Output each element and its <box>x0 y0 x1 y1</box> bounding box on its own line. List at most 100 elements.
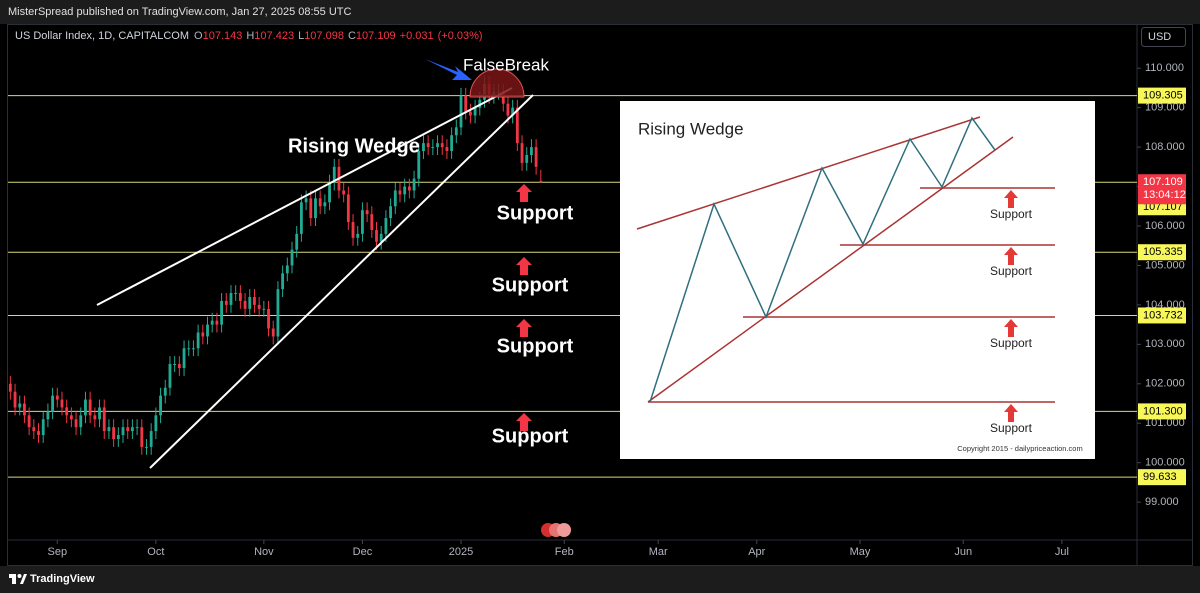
candle-body <box>196 332 200 349</box>
support-label: Support <box>497 335 574 357</box>
candle-body <box>445 147 449 152</box>
change: +0.031 <box>400 30 434 42</box>
wedge-lower-line <box>149 94 534 469</box>
candle-body <box>220 300 224 325</box>
candle-body <box>332 166 336 183</box>
candle-body <box>431 147 435 149</box>
ohlc-value: 107.098 <box>304 30 344 42</box>
candle-body <box>13 391 17 408</box>
candle-body <box>253 296 256 305</box>
candle-body <box>18 403 22 408</box>
candle-body <box>201 332 205 337</box>
candle-body <box>464 95 468 112</box>
candle-body <box>41 419 45 436</box>
candle-body <box>79 415 83 428</box>
support-arrow <box>516 319 532 337</box>
candle-body <box>145 446 148 448</box>
candle-body <box>215 320 219 325</box>
candle-body <box>187 348 191 350</box>
brand: TradingView <box>30 573 95 585</box>
currency[interactable]: USD <box>1148 31 1171 43</box>
candle-body <box>393 190 397 207</box>
inset-support-label: Support <box>990 264 1033 278</box>
candle-body <box>248 296 252 309</box>
current-price: 107.109 <box>1143 176 1183 188</box>
candle-body <box>515 107 519 144</box>
bar-countdown: 13:04:12 <box>1143 189 1186 201</box>
ohlc-prefix: H <box>246 30 254 42</box>
candle-body <box>295 233 299 250</box>
ohlc-value: 107.423 <box>254 30 294 42</box>
wedge-upper-line <box>96 87 513 306</box>
candle-body <box>229 293 233 305</box>
y-tick-label: 105.000 <box>1145 259 1185 271</box>
candle-body <box>65 407 69 416</box>
level-label: 99.633 <box>1143 471 1177 483</box>
y-tick-label: 103.000 <box>1145 338 1185 350</box>
candle-body <box>32 427 36 432</box>
candle-body <box>525 154 529 163</box>
candle-body <box>422 143 425 152</box>
candle-body <box>224 300 228 305</box>
y-tick-label: 108.000 <box>1145 141 1185 153</box>
y-tick-label: 109.000 <box>1145 102 1185 114</box>
x-tick-label: 2025 <box>449 546 473 558</box>
candle-body <box>276 289 280 337</box>
candle-body <box>177 364 181 368</box>
inset-copyright: Copyright 2015 - dailypriceaction.com <box>957 444 1082 453</box>
candle-body <box>69 415 73 420</box>
candle-body <box>290 249 294 266</box>
candle-body <box>93 415 97 420</box>
currency-box[interactable] <box>1141 27 1186 47</box>
candle-body <box>243 300 247 309</box>
candle-body <box>130 427 134 432</box>
x-tick-label: Jul <box>1055 546 1069 558</box>
level-badge <box>1138 307 1186 324</box>
level-label: 101.300 <box>1143 405 1183 417</box>
logo-part <box>12 574 16 584</box>
candle-body <box>8 383 12 392</box>
candle-body <box>88 399 92 416</box>
publisher: MisterSpread published on TradingView.co… <box>8 6 352 18</box>
inset-background <box>620 101 1095 459</box>
candle-body <box>271 328 275 337</box>
level-label: 105.335 <box>1143 246 1183 258</box>
candle-body <box>154 415 158 432</box>
candle-body <box>318 198 322 207</box>
false-break-label: FalseBreak <box>463 55 549 74</box>
candle-body <box>356 233 360 238</box>
support-arrow <box>516 257 532 275</box>
candle-body <box>304 198 308 203</box>
candle-body <box>351 222 355 238</box>
level-label: 109.305 <box>1143 90 1183 102</box>
footer <box>0 566 1200 593</box>
candle-body <box>299 202 303 234</box>
x-tick-label: Feb <box>555 546 574 558</box>
candle-body <box>51 395 55 412</box>
event-icon[interactable] <box>557 523 571 537</box>
candle-body <box>412 178 416 191</box>
x-tick-label: May <box>850 546 871 558</box>
y-tick-label: 100.000 <box>1145 457 1185 469</box>
candle-body <box>501 91 505 104</box>
logo-part <box>20 574 27 584</box>
candle-body <box>121 427 125 436</box>
inset-arrow <box>1004 404 1018 422</box>
candle-body <box>417 151 421 179</box>
price-badge <box>1138 174 1186 205</box>
inset-arrow <box>1004 247 1018 265</box>
candle-body <box>375 229 378 242</box>
candle-body <box>328 182 331 203</box>
candle-body <box>126 427 130 432</box>
candle-body <box>60 399 64 408</box>
candle-body <box>440 143 444 148</box>
support-label: Support <box>492 274 569 296</box>
brand-logo <box>9 574 27 584</box>
candle-body <box>210 320 214 325</box>
candle-body <box>98 407 101 420</box>
plot: 99.000100.000101.000102.000103.000104.00… <box>8 62 1186 558</box>
candle-body <box>84 399 87 416</box>
y-tick-label: 101.000 <box>1145 417 1185 429</box>
candle-body <box>267 308 270 329</box>
level-badge <box>1138 244 1186 261</box>
